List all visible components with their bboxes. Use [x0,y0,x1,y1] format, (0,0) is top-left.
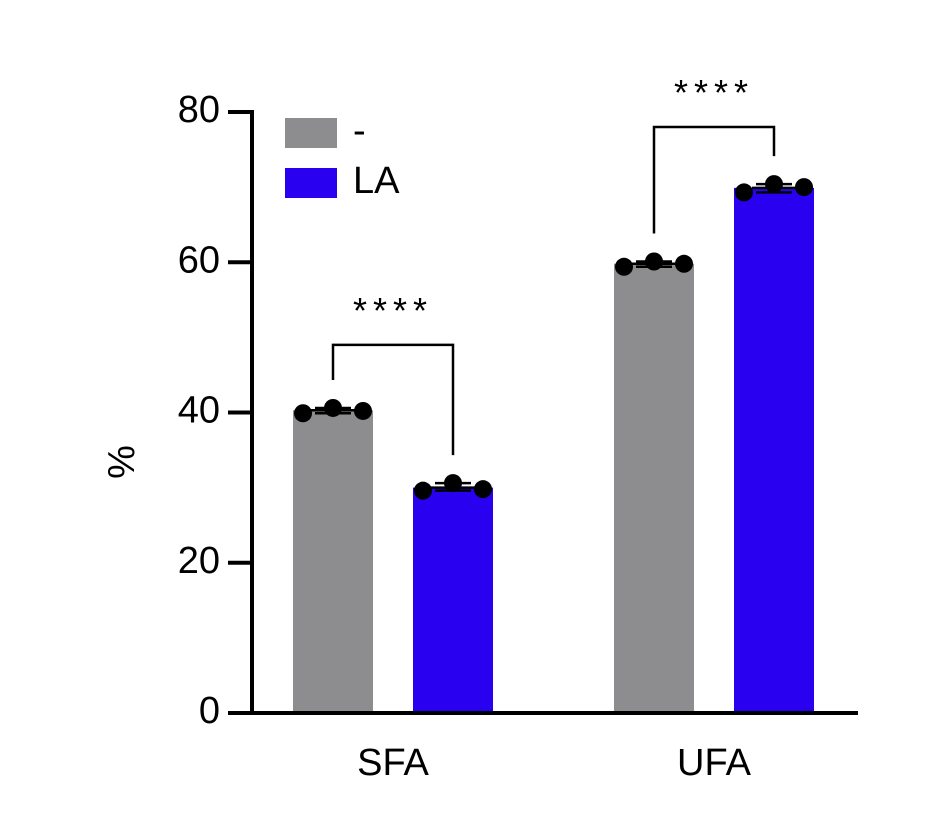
data-point [414,481,432,500]
data-points [294,175,813,500]
significance-label: **** [353,290,433,331]
bar-sfa-series-0 [293,410,373,713]
legend-swatch [285,118,337,148]
axes: 0 20 40 60 80 SFA UFA [178,89,858,784]
x-tick-label: SFA [357,742,429,784]
data-point [645,252,663,271]
data-point [294,404,312,423]
legend-swatch [285,168,337,198]
data-point [354,401,372,420]
data-point [675,254,693,273]
significance-annotations: **** **** [331,72,776,456]
bar-ufa-series-0 [614,263,694,713]
data-point [474,480,492,499]
data-point [324,398,342,417]
significance-bracket [331,343,455,456]
data-point [615,257,633,276]
legend-label: LA [353,160,400,202]
significance-label: **** [674,72,754,113]
data-point [765,175,783,194]
legend: - LA [285,110,400,202]
data-point [444,474,462,493]
data-point [735,183,753,202]
bar-ufa-series-1 [734,187,814,714]
significance-bracket [652,125,776,234]
bars [293,187,814,714]
x-tick-label: UFA [677,742,752,784]
bar-sfa-series-1 [413,487,493,713]
y-tick-label: 20 [178,540,220,582]
legend-label: - [353,110,366,152]
y-axis-label: % [101,445,143,479]
y-tick-label: 40 [178,390,220,432]
y-tick-label: 80 [178,89,220,131]
data-point [795,178,813,197]
y-tick-label: 0 [199,690,220,732]
y-tick-label: 60 [178,239,220,281]
